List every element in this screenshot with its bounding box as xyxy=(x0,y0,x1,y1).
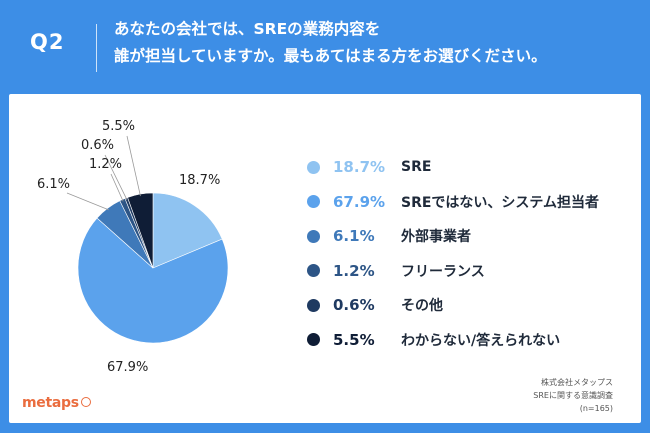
legend-item-sre: 18.7% SRE xyxy=(307,150,599,185)
legend-swatch-icon xyxy=(307,298,320,312)
legend-label: SRE xyxy=(401,159,432,176)
slice-label-other: 0.6% xyxy=(81,138,115,153)
logo-mark-icon xyxy=(80,397,91,407)
pie-slice-sre xyxy=(152,192,223,269)
legend-swatch-icon xyxy=(307,195,320,209)
legend-item-unknown: 5.5% わからない/答えられない xyxy=(307,323,599,358)
legend-item-other: 0.6% その他 xyxy=(307,288,599,323)
footnote-survey-title: SREに関する意識調査 xyxy=(533,391,613,400)
survey-footnote: 株式会社メタップス SREに関する意識調査 (n=165) xyxy=(533,376,613,415)
question-line-1: あなたの会社では、SREの業務内容を xyxy=(114,20,381,38)
legend-percent: 6.1% xyxy=(333,227,375,246)
footnote-company: 株式会社メタップス xyxy=(541,378,613,387)
leader-line-freelance xyxy=(110,173,124,202)
legend-label: SREではない、システム担当者 xyxy=(401,194,600,211)
leader-line-other xyxy=(104,154,128,200)
question-number: Q2 xyxy=(30,30,65,54)
legend-swatch-icon xyxy=(307,264,320,278)
metaps-logo: metaps xyxy=(22,395,91,411)
legend-label: その他 xyxy=(401,298,443,315)
legend-label: 外部事業者 xyxy=(401,229,471,246)
legend-item-freelance: 1.2% フリーランス xyxy=(307,254,599,289)
leader-line-external-vendor xyxy=(66,192,109,211)
question-line-2: 誰が担当していますか。最もあてはまる方をお選びください。 xyxy=(114,47,547,65)
legend-swatch-icon xyxy=(307,229,320,243)
legend-item-external-vendor: 6.1% 外部事業者 xyxy=(307,219,599,254)
chart-legend: 18.7% SRE 67.9% SREではない、システム担当者 6.1% 外部事業者 1.2… xyxy=(307,150,599,357)
footnote-sample-size: (n=165) xyxy=(579,404,613,413)
leader-line-unknown xyxy=(126,135,141,197)
legend-swatch-icon xyxy=(307,333,320,347)
slice-label-unknown: 5.5% xyxy=(102,119,136,134)
legend-item-system-staff: 67.9% SREではない、システム担当者 xyxy=(307,185,599,220)
question-header: Q2 あなたの会社では、SREの業務内容を 誰が担当していますか。最もあてはまる… xyxy=(0,0,650,92)
legend-label: わからない/答えられない xyxy=(401,332,561,349)
logo-text: metaps xyxy=(22,395,79,411)
chart-card: 18.7% 67.9% 6.1% 1.2% 0.6% 5.5% 18.7% SRE… xyxy=(9,94,641,423)
legend-percent: 18.7% xyxy=(333,158,386,177)
pie-slice-system-staff xyxy=(77,217,229,344)
legend-percent: 5.5% xyxy=(333,330,375,349)
legend-swatch-icon xyxy=(307,160,320,174)
legend-label: フリーランス xyxy=(401,263,485,280)
legend-percent: 67.9% xyxy=(333,192,386,211)
pie-chart xyxy=(66,135,229,344)
slice-label-external-vendor: 6.1% xyxy=(37,177,71,192)
header-divider xyxy=(96,24,97,72)
legend-percent: 1.2% xyxy=(333,261,375,280)
slice-label-sre: 18.7% xyxy=(179,173,221,188)
legend-percent: 0.6% xyxy=(333,296,375,315)
slice-label-system-staff: 67.9% xyxy=(107,360,149,375)
question-text: あなたの会社では、SREの業務内容を 誰が担当していますか。最もあてはまる方をお… xyxy=(114,16,547,70)
slice-label-freelance: 1.2% xyxy=(89,157,123,172)
